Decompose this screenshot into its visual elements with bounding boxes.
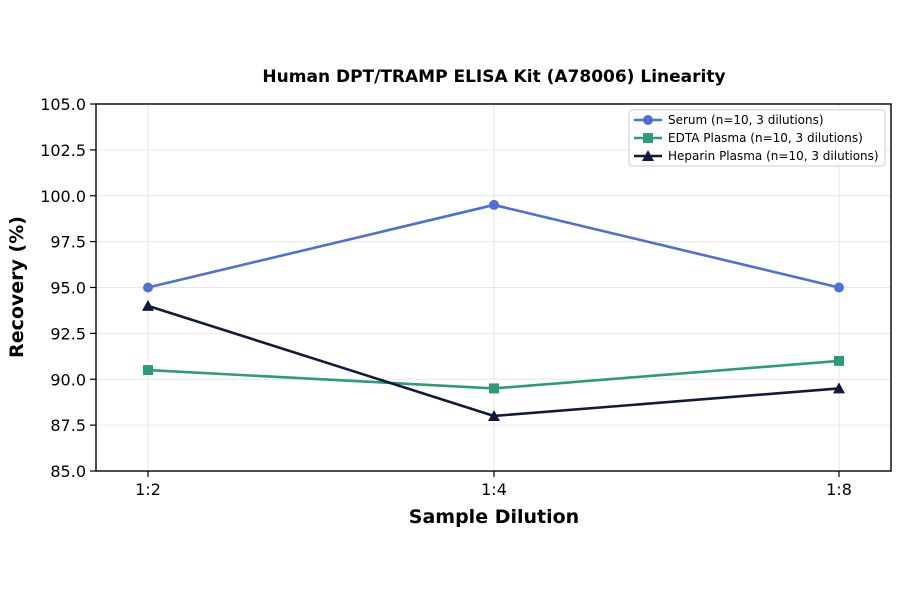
data-point-square bbox=[489, 383, 499, 394]
legend-box bbox=[628, 109, 886, 167]
x-tick-label: 1:4 bbox=[481, 480, 507, 499]
data-point-circle bbox=[143, 282, 153, 293]
data-point-triangle bbox=[833, 382, 845, 394]
legend: Serum (n=10, 3 dilutions) EDTA Plasma (n=… bbox=[628, 109, 886, 167]
tick-layer: 85.0 87.5 90.0 92.5 95.0 97.5 100.0 102.5 105.0 1… bbox=[40, 95, 852, 499]
legend-label: EDTA Plasma (n=10, 3 dilutions) bbox=[668, 131, 863, 145]
x-tick-label: 1:8 bbox=[826, 480, 852, 499]
y-tick-label: 90.0 bbox=[50, 370, 86, 389]
data-point-square bbox=[834, 355, 844, 366]
x-tick-label: 1:2 bbox=[135, 480, 161, 499]
y-axis-label: Recovery (%) bbox=[6, 216, 28, 358]
y-tick-label: 95.0 bbox=[50, 279, 86, 298]
y-tick-label: 85.0 bbox=[50, 462, 86, 481]
series-square bbox=[143, 355, 844, 394]
data-point-circle bbox=[489, 199, 499, 210]
legend-marker bbox=[642, 150, 654, 161]
data-point-circle bbox=[834, 282, 844, 293]
series-circle bbox=[143, 199, 844, 293]
legend-entry: Serum (n=10, 3 dilutions) bbox=[634, 113, 824, 127]
y-tick-label: 92.5 bbox=[50, 324, 86, 343]
legend-marker bbox=[643, 133, 653, 143]
data-point-square bbox=[143, 365, 153, 376]
legend-marker bbox=[643, 115, 653, 125]
legend-label: Heparin Plasma (n=10, 3 dilutions) bbox=[668, 149, 879, 163]
legend-entry: EDTA Plasma (n=10, 3 dilutions) bbox=[634, 131, 863, 145]
chart-title: Human DPT/TRAMP ELISA Kit (A78006) Linea… bbox=[262, 67, 725, 87]
y-tick-label: 102.5 bbox=[40, 141, 86, 160]
y-tick-label: 100.0 bbox=[40, 187, 86, 206]
data-point-triangle bbox=[142, 299, 154, 311]
data-point-triangle bbox=[488, 409, 500, 421]
x-axis-label: Sample Dilution bbox=[409, 506, 579, 528]
legend-entry: Heparin Plasma (n=10, 3 dilutions) bbox=[634, 149, 879, 163]
series-layer bbox=[142, 199, 845, 421]
y-tick-label: 97.5 bbox=[50, 233, 86, 252]
y-tick-label: 105.0 bbox=[40, 95, 86, 114]
series-triangle bbox=[142, 299, 845, 421]
y-tick-label: 87.5 bbox=[50, 416, 86, 435]
legend-label: Serum (n=10, 3 dilutions) bbox=[668, 113, 824, 127]
